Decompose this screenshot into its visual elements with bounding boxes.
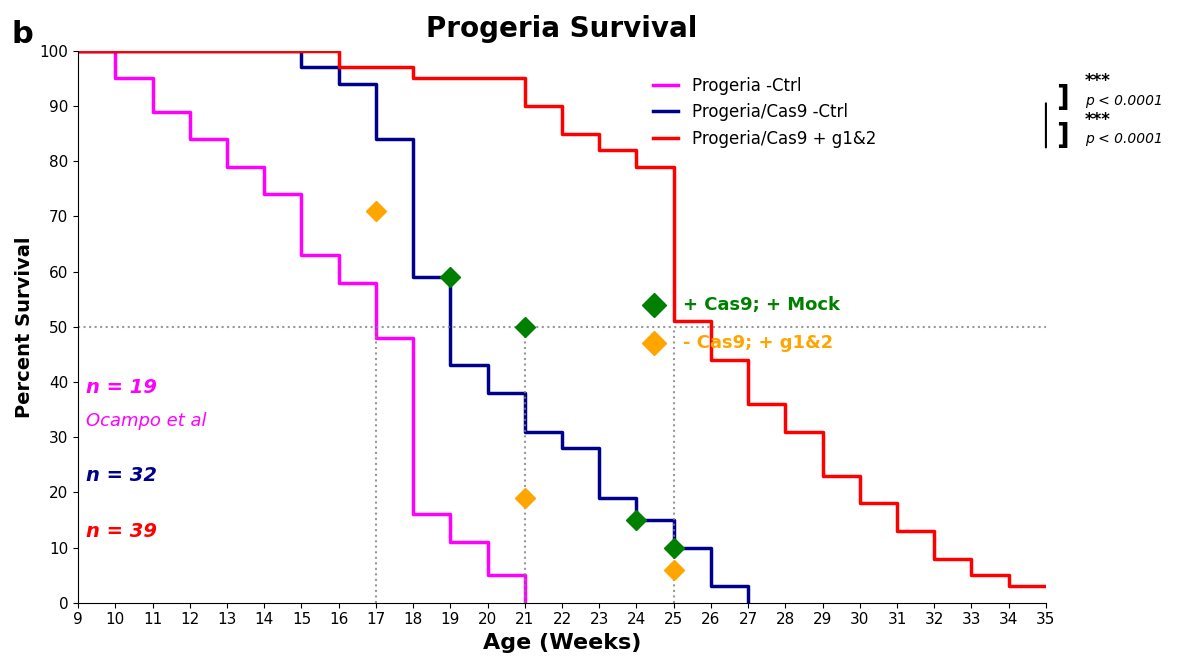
Text: n = 32: n = 32: [85, 466, 156, 486]
Text: b: b: [12, 20, 34, 49]
Text: - Cas9; + g1&2: - Cas9; + g1&2: [683, 335, 833, 352]
Text: Ocampo et al: Ocampo et al: [85, 412, 206, 430]
Text: + Cas9; + Mock: + Cas9; + Mock: [683, 296, 840, 314]
Text: ]: ]: [1056, 84, 1068, 112]
X-axis label: Age (Weeks): Age (Weeks): [482, 633, 641, 653]
Text: n = 19: n = 19: [85, 378, 156, 397]
Title: Progeria Survival: Progeria Survival: [426, 15, 697, 43]
Text: n = 39: n = 39: [85, 522, 156, 540]
Text: p < 0.0001: p < 0.0001: [1085, 94, 1163, 108]
Text: p < 0.0001: p < 0.0001: [1085, 132, 1163, 146]
Text: ***: ***: [1085, 111, 1110, 129]
Text: ]: ]: [1056, 122, 1068, 150]
Y-axis label: Percent Survival: Percent Survival: [16, 236, 34, 418]
Legend: Progeria -Ctrl, Progeria/Cas9 -Ctrl, Progeria/Cas9 + g1&2: Progeria -Ctrl, Progeria/Cas9 -Ctrl, Pro…: [647, 70, 883, 154]
Text: ***: ***: [1085, 72, 1110, 90]
